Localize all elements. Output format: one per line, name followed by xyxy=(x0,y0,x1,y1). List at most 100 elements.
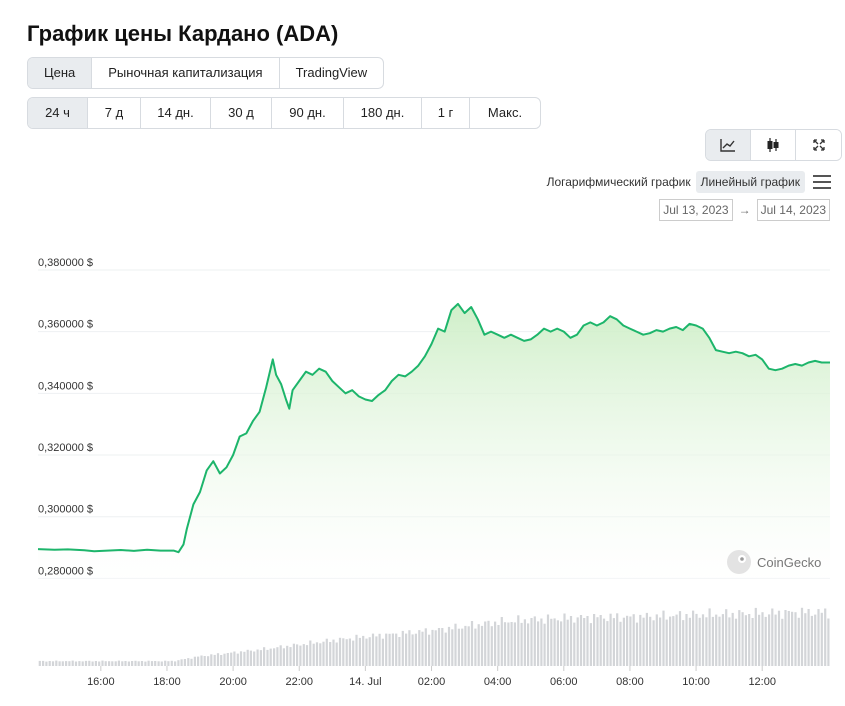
volume-bar xyxy=(810,615,813,666)
range-180d[interactable]: 180 дн. xyxy=(344,98,422,128)
volume-bar xyxy=(543,623,546,666)
volume-bar xyxy=(418,630,421,666)
x-tick-label: 06:00 xyxy=(550,676,578,688)
volume-bar xyxy=(632,614,635,666)
volume-bar xyxy=(431,629,434,666)
menu-icon[interactable] xyxy=(813,175,831,189)
volume-bar xyxy=(61,661,64,666)
range-max[interactable]: Макс. xyxy=(487,105,523,120)
volume-bar xyxy=(157,661,160,666)
volume-bar xyxy=(725,609,728,666)
volume-bar xyxy=(748,614,751,666)
tab-tradingview[interactable]: TradingView xyxy=(295,65,368,80)
volume-bar xyxy=(160,661,163,666)
x-tick-label: 08:00 xyxy=(616,676,644,688)
y-tick-label: 0,360000 $ xyxy=(38,319,93,331)
range-90d[interactable]: 90 дн. xyxy=(272,98,344,128)
volume-bar xyxy=(728,617,731,666)
volume-bar xyxy=(263,647,266,666)
line-chart-icon xyxy=(720,139,735,152)
x-axis-ticks: 16:00 18:00 20:00 22:00 14. Jul 02:00 04:00 06:… xyxy=(87,666,776,688)
volume-bar xyxy=(58,661,61,666)
volume-bar xyxy=(368,637,371,666)
volume-bar xyxy=(480,625,484,666)
volume-bar xyxy=(655,614,658,666)
volume-bar xyxy=(678,611,682,666)
watermark-label: CoinGecko xyxy=(757,555,821,570)
volume-bar xyxy=(609,613,612,666)
volume-bar xyxy=(774,614,777,666)
volume-bar xyxy=(599,615,602,666)
candlestick-button[interactable] xyxy=(751,130,796,160)
x-tick-label: 04:00 xyxy=(484,676,512,688)
range-30d[interactable]: 30 д xyxy=(211,98,272,128)
volume-bar xyxy=(781,618,784,666)
volume-bar xyxy=(144,661,147,666)
volume-bar xyxy=(695,613,698,666)
volume-bar xyxy=(523,619,526,666)
volume-bar xyxy=(213,654,216,666)
volume-bar xyxy=(273,648,276,666)
volume-bar xyxy=(787,611,790,666)
volume-bar xyxy=(494,621,497,666)
volume-bar xyxy=(652,620,655,666)
y-tick-label: 0,340000 $ xyxy=(38,380,93,392)
volume-bar xyxy=(216,653,220,666)
range-1y[interactable]: 1 г xyxy=(422,98,470,128)
linear-scale-option[interactable]: Линейный график xyxy=(695,171,805,193)
page-title: График цены Кардано (ADA) xyxy=(27,21,339,46)
volume-bar xyxy=(378,633,381,666)
volume-bar xyxy=(622,617,625,666)
range-24h[interactable]: 24 ч xyxy=(28,98,88,128)
volume-bar xyxy=(411,634,414,666)
log-scale-option[interactable]: Логарифмический график xyxy=(546,175,691,189)
date-to-input[interactable]: Jul 14, 2023 xyxy=(756,199,830,221)
volume-bar xyxy=(140,661,144,666)
range-7d[interactable]: 7 д xyxy=(88,98,141,128)
range-14d[interactable]: 14 дн. xyxy=(141,98,211,128)
date-from-input[interactable]: Jul 13, 2023 xyxy=(659,199,733,221)
volume-bar xyxy=(675,614,678,666)
volume-bar xyxy=(335,642,338,666)
volume-bar xyxy=(586,616,589,666)
tab-market-cap[interactable]: Рыночная капитализация xyxy=(92,58,280,88)
volume-bar xyxy=(457,628,460,666)
tab-price[interactable]: Цена xyxy=(28,58,93,88)
volume-bar xyxy=(398,637,401,666)
scale-options: Логарифмический график Линейный график xyxy=(542,171,831,193)
x-tick-label: 20:00 xyxy=(219,676,247,688)
volume-bar xyxy=(612,618,615,666)
volume-bar xyxy=(563,613,566,666)
volume-bar xyxy=(424,628,427,666)
volume-bar xyxy=(768,614,771,666)
fullscreen-button[interactable] xyxy=(796,130,841,160)
volume-bar xyxy=(243,651,246,666)
volume-bar xyxy=(487,620,490,666)
volume-bar xyxy=(94,661,97,666)
volume-bar xyxy=(827,618,830,666)
volume-bar xyxy=(187,658,190,666)
volume-bar xyxy=(682,620,685,666)
volume-bar xyxy=(137,661,140,666)
volume-bar xyxy=(447,626,451,666)
line-chart-button[interactable] xyxy=(706,130,751,160)
volume-bar xyxy=(104,661,107,666)
volume-bar xyxy=(718,616,721,666)
volume-bar xyxy=(672,616,675,666)
volume-bar xyxy=(434,630,437,666)
volume-bar xyxy=(88,660,91,666)
volume-bar xyxy=(408,630,411,666)
volume-bar xyxy=(299,645,302,666)
volume-bar xyxy=(246,649,249,666)
volume-bar xyxy=(405,633,408,666)
volume-bar xyxy=(731,612,734,666)
volume-bar xyxy=(629,616,632,666)
volume-bar xyxy=(381,638,384,666)
volume-bar xyxy=(428,634,431,666)
volume-bar xyxy=(236,653,239,666)
volume-bar xyxy=(269,648,272,666)
volume-bar xyxy=(81,661,84,666)
volume-bar xyxy=(642,617,645,666)
volume-bar xyxy=(602,618,606,666)
